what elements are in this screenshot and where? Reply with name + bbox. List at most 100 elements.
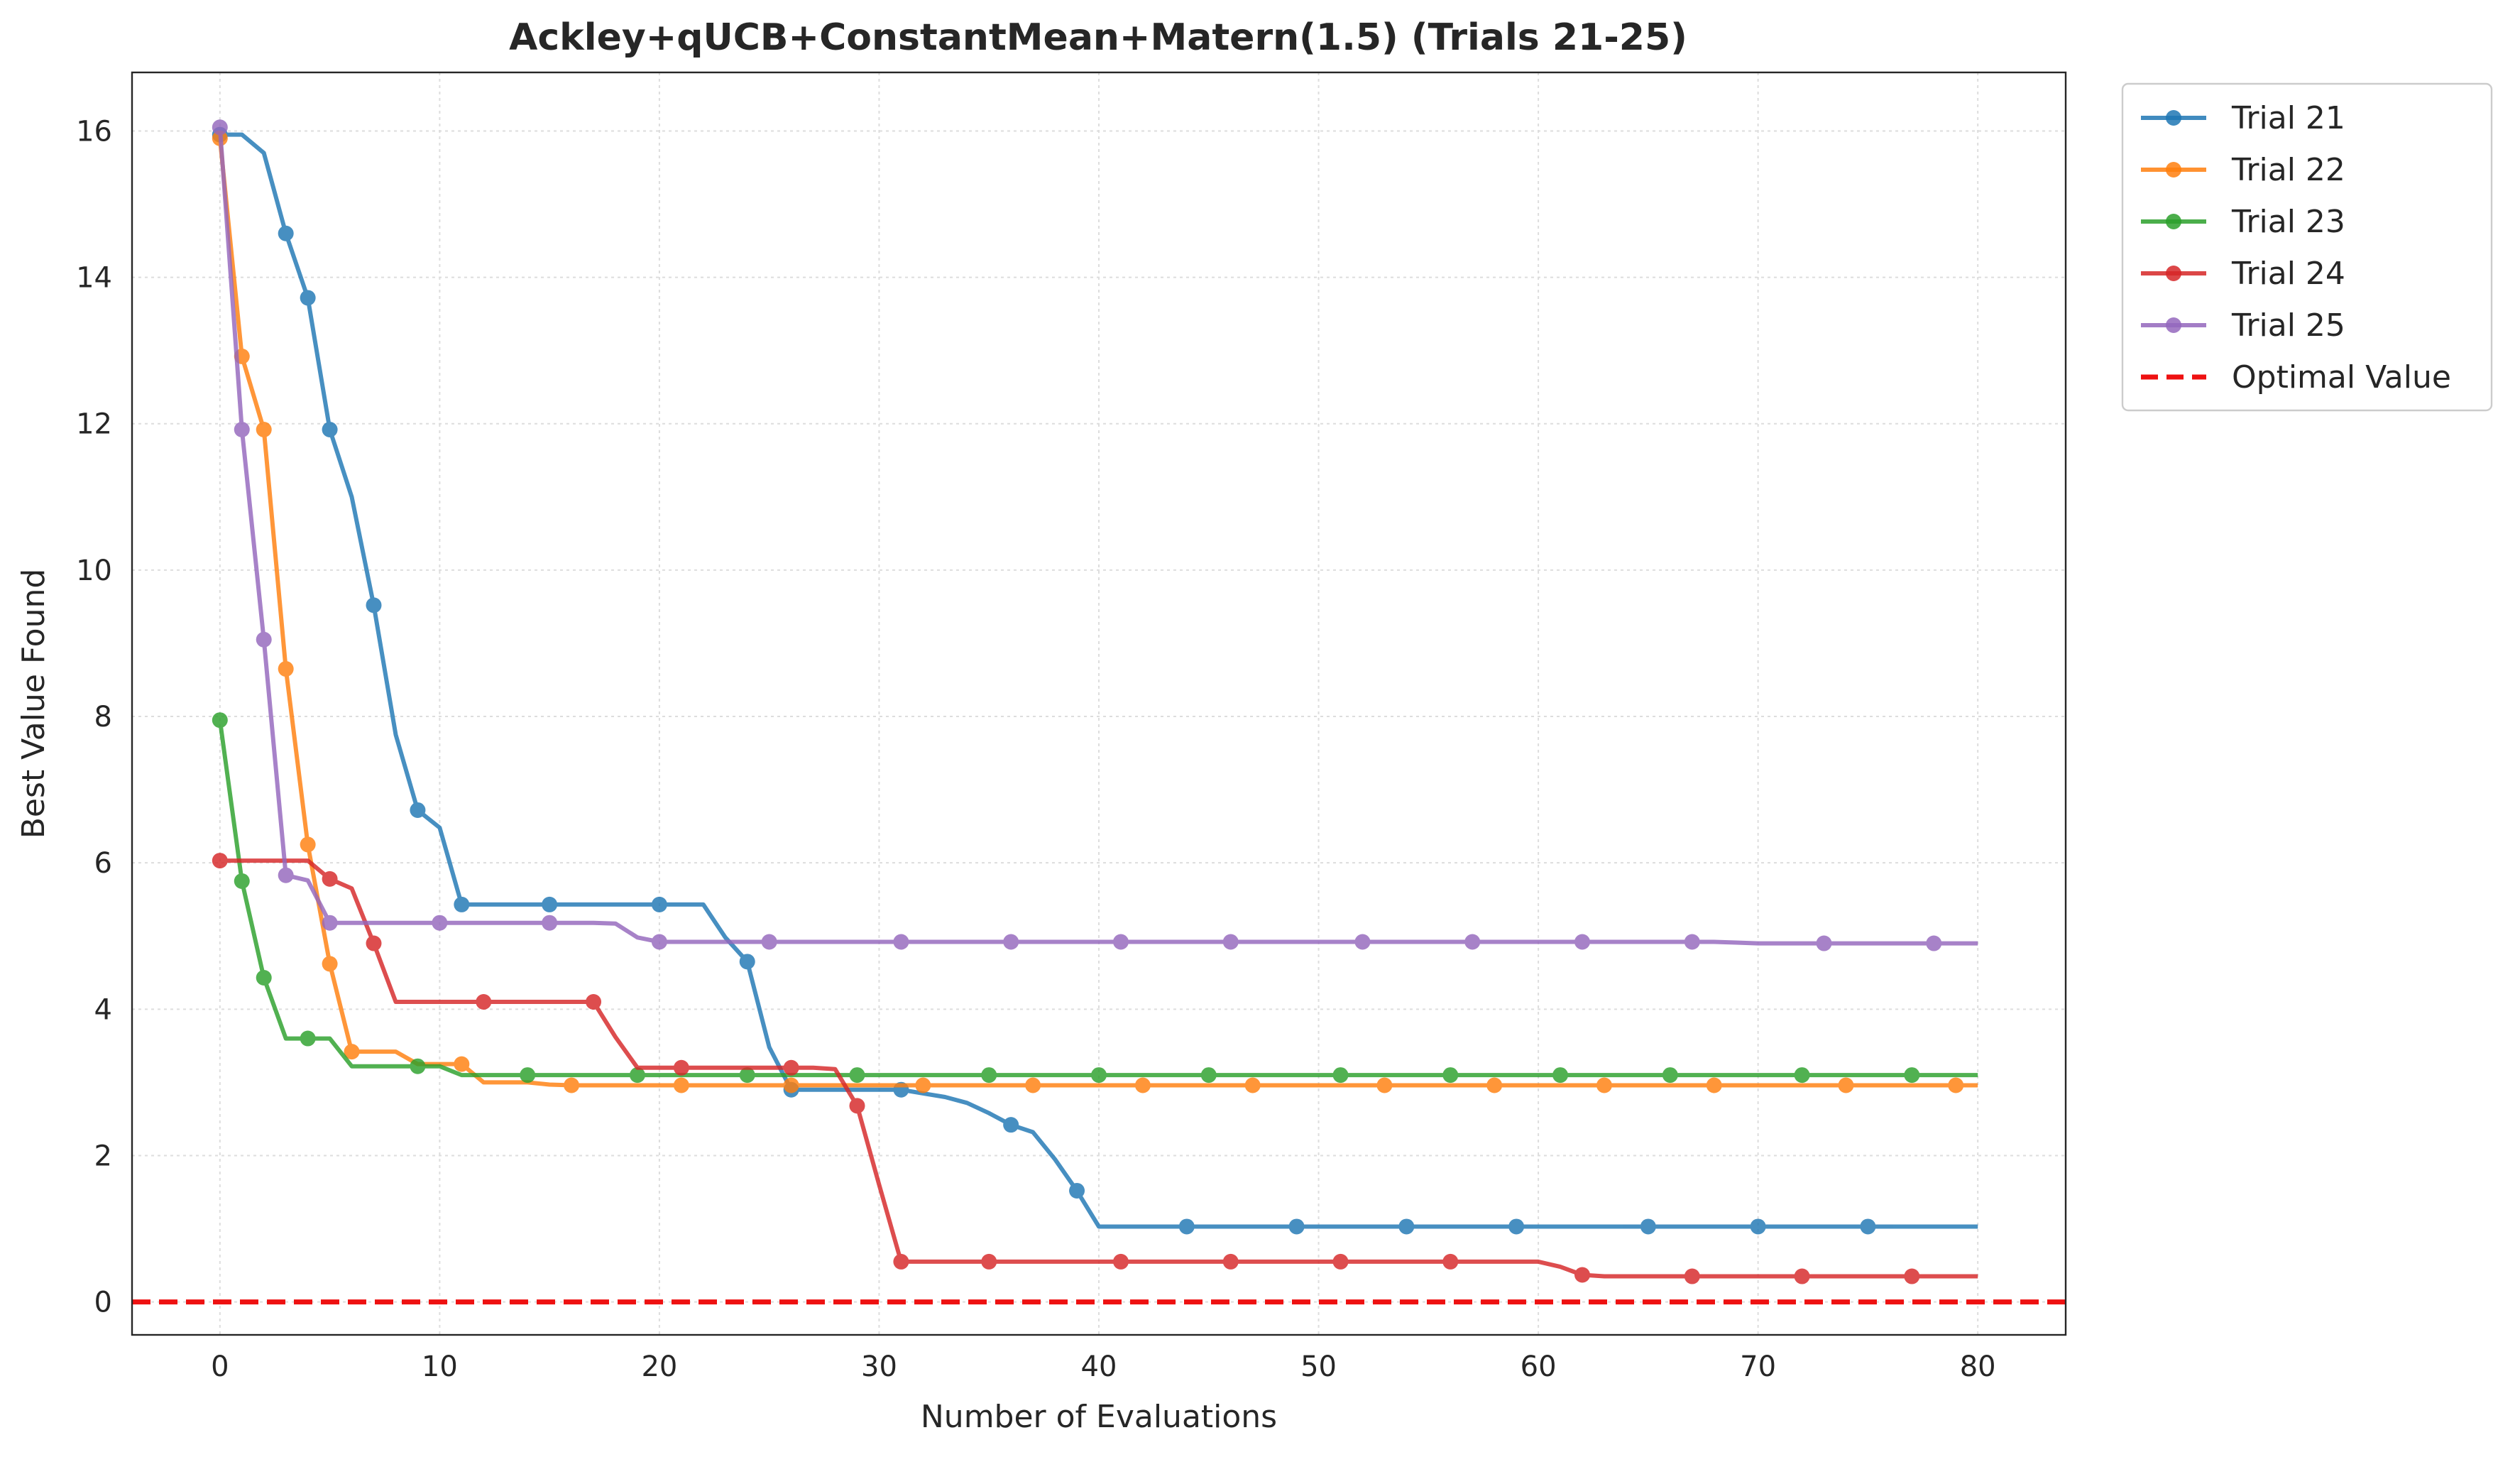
data-point	[673, 1077, 689, 1093]
data-point	[1640, 1218, 1656, 1235]
data-point	[739, 954, 755, 970]
legend-entry: Trial 22	[2141, 152, 2345, 188]
data-point	[1069, 1182, 1085, 1199]
legend-label: Optimal Value	[2232, 359, 2451, 395]
x-axis-label: Number of Evaluations	[921, 1399, 1277, 1435]
legend-marker	[2166, 110, 2181, 126]
data-point	[651, 896, 667, 912]
y-tick-label: 0	[94, 1287, 112, 1319]
data-point	[256, 970, 272, 986]
data-point	[1398, 1218, 1415, 1235]
data-point	[366, 935, 382, 951]
data-point	[893, 1253, 909, 1270]
legend-entry: Trial 24	[2141, 256, 2345, 292]
series-line	[219, 132, 1978, 1229]
legend-entry: Trial 21	[2141, 100, 2345, 136]
series-trial-23	[212, 712, 1978, 1084]
data-point	[783, 1059, 799, 1076]
data-point	[1486, 1077, 1503, 1093]
data-point	[651, 934, 667, 950]
data-point	[1112, 1253, 1129, 1270]
data-point	[1574, 934, 1590, 950]
data-point	[234, 421, 250, 437]
data-point	[1332, 1253, 1349, 1270]
data-point	[212, 119, 228, 136]
legend-label: Trial 23	[2231, 204, 2345, 240]
y-axis-label: Best Value Found	[16, 569, 52, 839]
x-tick-label: 70	[1740, 1350, 1776, 1383]
grid	[132, 72, 2066, 1335]
chart-title: Ackley+qUCB+ConstantMean+Matern(1.5) (Tr…	[509, 16, 1687, 59]
data-point	[1926, 935, 1942, 951]
data-point	[1200, 1067, 1217, 1084]
data-point	[322, 915, 338, 931]
x-tick-label: 80	[1960, 1350, 1996, 1383]
data-point	[586, 994, 602, 1010]
data-point	[1222, 934, 1239, 950]
data-point	[915, 1077, 931, 1093]
y-tick-label: 4	[94, 993, 112, 1026]
data-point	[564, 1077, 580, 1093]
data-point	[542, 915, 558, 931]
data-point	[1464, 934, 1481, 950]
data-point	[212, 853, 228, 869]
data-point	[1574, 1267, 1590, 1283]
legend-marker	[2166, 162, 2181, 178]
y-tick-label: 8	[94, 701, 112, 733]
data-point	[739, 1067, 755, 1084]
data-point	[278, 225, 294, 241]
data-point	[629, 1067, 645, 1084]
data-point	[256, 631, 272, 648]
data-point	[981, 1067, 997, 1084]
series-trial-24	[212, 853, 1978, 1284]
x-tick-label: 10	[422, 1350, 458, 1383]
data-point	[1442, 1253, 1459, 1270]
x-tick-label: 60	[1521, 1350, 1557, 1383]
x-tick-label: 0	[211, 1350, 229, 1383]
y-tick-label: 6	[94, 847, 112, 880]
data-point	[1948, 1077, 1964, 1093]
data-point	[893, 934, 909, 950]
legend-entry: Trial 23	[2141, 204, 2345, 240]
data-point	[1904, 1067, 1920, 1084]
data-point	[1596, 1077, 1612, 1093]
series-trial-25	[212, 119, 1978, 951]
data-point	[278, 867, 294, 883]
data-point	[1376, 1077, 1393, 1093]
series-group	[212, 119, 1978, 1284]
y-tick-label: 14	[76, 262, 112, 295]
data-point	[322, 956, 338, 972]
y-tick-label: 10	[76, 555, 112, 587]
data-point	[1442, 1067, 1459, 1084]
data-point	[322, 421, 338, 437]
axis-ticks: 0 10 20 30 40 50 60 70 80 0 2 4 6 8 10 12 14 16	[76, 115, 1996, 1383]
legend-label: Trial 22	[2231, 152, 2345, 188]
data-point	[1244, 1077, 1261, 1093]
data-point	[1838, 1077, 1854, 1093]
legend-marker	[2166, 266, 2181, 281]
data-point	[849, 1098, 865, 1114]
data-point	[1860, 1218, 1876, 1235]
data-point	[1706, 1077, 1722, 1093]
data-point	[476, 994, 492, 1010]
data-point	[1904, 1268, 1920, 1284]
data-point	[761, 934, 777, 950]
y-tick-label: 16	[76, 115, 112, 148]
data-point	[1178, 1218, 1195, 1235]
data-point	[256, 421, 272, 437]
series-trial-22	[212, 130, 1978, 1093]
x-tick-label: 20	[641, 1350, 677, 1383]
data-point	[1025, 1077, 1041, 1093]
data-point	[981, 1253, 997, 1270]
data-point	[1684, 1268, 1700, 1284]
data-point	[278, 661, 294, 677]
legend-label: Trial 24	[2231, 256, 2345, 292]
legend-label: Trial 21	[2231, 100, 2345, 136]
data-point	[300, 290, 316, 306]
legend: Trial 21 Trial 22 Trial 23 Trial 24 Trial 25…	[2121, 82, 2493, 412]
data-point	[1332, 1067, 1349, 1084]
y-tick-label: 2	[94, 1140, 112, 1172]
data-point	[454, 896, 470, 912]
data-point	[454, 1056, 470, 1072]
y-tick-label: 12	[76, 408, 112, 441]
